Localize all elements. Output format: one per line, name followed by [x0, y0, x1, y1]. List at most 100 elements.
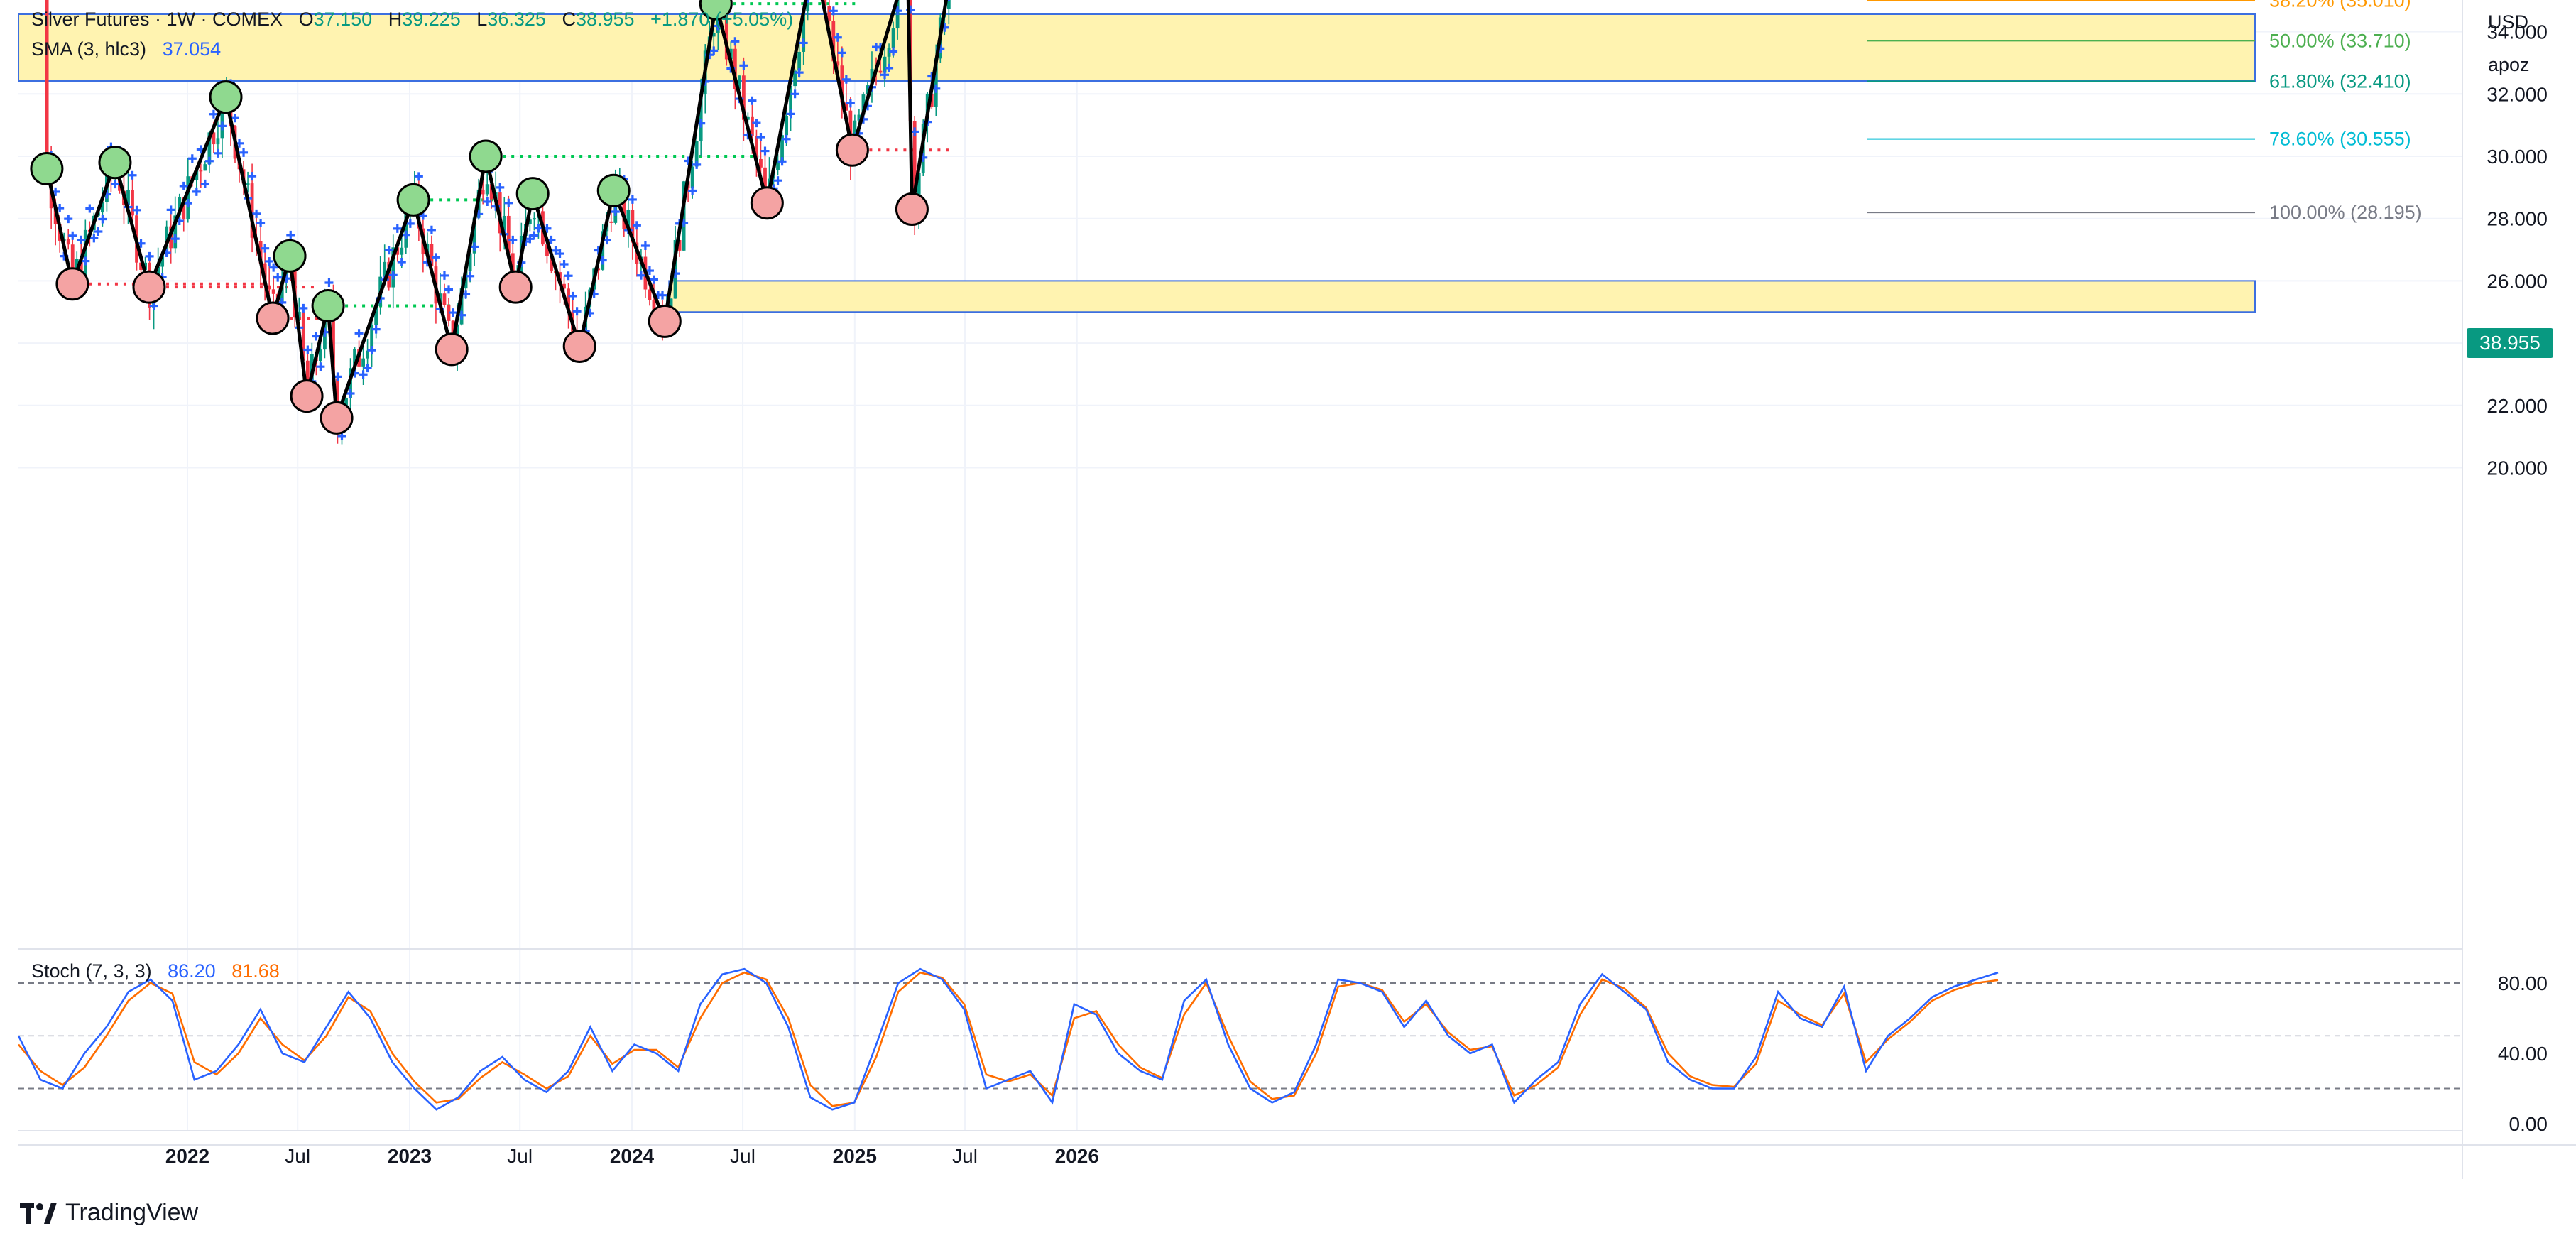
sma-cross-marker	[354, 329, 364, 338]
candle-body	[481, 189, 485, 195]
sma-cross-marker	[530, 231, 539, 240]
candle-body	[182, 197, 186, 220]
sma-cross-marker	[359, 370, 368, 379]
sma-cross-marker	[752, 119, 761, 128]
candle-body	[53, 208, 58, 224]
tradingview-brand[interactable]: TradingView	[20, 1199, 198, 1227]
high-value: 39.225	[402, 9, 461, 30]
sma-label: SMA (3, hlc3)	[31, 38, 147, 60]
candle-body	[601, 231, 605, 270]
pivot-high-marker	[515, 177, 550, 211]
candle-body	[383, 261, 387, 277]
candle-body	[66, 239, 70, 245]
sma-cross-marker	[483, 197, 492, 206]
sma-cross-marker	[555, 249, 564, 259]
candle-body	[946, 0, 951, 9]
open-value: 37.150	[313, 9, 373, 30]
candle-body	[502, 215, 506, 234]
fib-level-label: 61.80% (32.410)	[2269, 70, 2411, 92]
sma-cross-marker	[658, 291, 667, 300]
candle-body	[305, 360, 310, 391]
candle-body	[550, 256, 553, 271]
candle-body	[353, 349, 356, 369]
sma-cross-marker	[628, 195, 637, 204]
x-tick-label: 2023	[388, 1145, 432, 1167]
symbol-title: Silver Futures · 1W · COMEX	[31, 9, 283, 30]
pivot-low-marker	[750, 186, 784, 220]
candle-body	[207, 132, 212, 165]
candle-body	[430, 244, 434, 267]
candle-body	[763, 167, 767, 188]
scale-mode-label[interactable]: apoz	[2488, 54, 2530, 75]
candle-body	[156, 266, 160, 278]
sma-cross-marker	[640, 241, 650, 250]
candle-body	[793, 70, 797, 87]
sma-cross-marker	[440, 271, 449, 280]
candle-body	[802, 11, 806, 52]
x-tick-label: 2026	[1055, 1145, 1099, 1167]
candle-body	[186, 176, 190, 220]
pivot-low-marker	[498, 270, 533, 304]
pivot-high-marker	[699, 0, 733, 21]
sma-cross-marker	[269, 263, 278, 272]
candle-body	[780, 135, 784, 162]
low-value: 36.325	[487, 9, 546, 30]
sma-cross-marker	[841, 75, 851, 84]
sma-cross-marker	[128, 170, 137, 180]
sma-cross-marker	[947, 0, 950, 2]
candle-body	[332, 304, 335, 379]
sma-cross-marker	[64, 215, 73, 224]
close-value: 38.955	[575, 9, 635, 30]
candle-body	[178, 197, 182, 216]
sma-cross-marker	[98, 215, 107, 224]
pivot-high-marker	[98, 146, 132, 180]
sma-cross-marker	[739, 61, 748, 70]
sma-cross-marker	[790, 89, 799, 99]
candle-body	[682, 181, 686, 251]
sma-cross-marker	[213, 148, 222, 158]
candle-body	[528, 219, 532, 224]
sma-cross-marker	[111, 180, 120, 189]
candle-body	[797, 51, 802, 71]
sma-cross-marker	[709, 46, 719, 55]
y-tick-label: 20.000	[2487, 457, 2548, 479]
pivot-high-marker	[273, 239, 307, 273]
candle-body	[751, 116, 754, 136]
candle-body	[280, 281, 284, 303]
y-tick-label: 32.000	[2487, 83, 2548, 105]
candle-body	[677, 239, 682, 251]
candle-body	[652, 300, 656, 315]
sma-cross-marker	[846, 99, 855, 108]
sma-cross-marker	[145, 251, 154, 261]
sma-cross-marker	[217, 121, 227, 131]
sma-cross-marker	[367, 346, 376, 355]
sma-cross-marker	[77, 235, 86, 244]
currency-label[interactable]: USD	[2488, 11, 2529, 33]
candle-body	[934, 58, 938, 107]
fib-level-label: 78.60% (30.555)	[2269, 129, 2411, 150]
candle-body	[870, 69, 874, 86]
sma-cross-marker	[261, 244, 270, 253]
candle-body	[100, 202, 104, 213]
sma-cross-marker	[782, 134, 791, 143]
candle-body	[297, 312, 301, 318]
candle-body	[203, 164, 207, 171]
candle-body	[395, 247, 400, 255]
ohlc-legend: Silver Futures · 1W · COMEX O37.150 H39.…	[31, 9, 793, 31]
candle-body	[622, 185, 626, 229]
sma-cross-marker	[748, 96, 757, 105]
sma-cross-marker	[85, 204, 94, 213]
candle-body	[648, 289, 652, 300]
candle-body	[391, 247, 395, 288]
legend-highlight-box	[18, 13, 2256, 82]
candle-body	[567, 288, 570, 312]
pivot-low-marker	[648, 304, 682, 338]
candle-body	[131, 190, 134, 216]
pivot-low-marker	[835, 133, 869, 167]
pivot-high-marker	[396, 183, 430, 217]
candle-body	[533, 217, 536, 220]
sma-cross-marker	[324, 278, 334, 288]
candle-body	[733, 48, 737, 89]
pivot-low-marker	[256, 301, 290, 335]
